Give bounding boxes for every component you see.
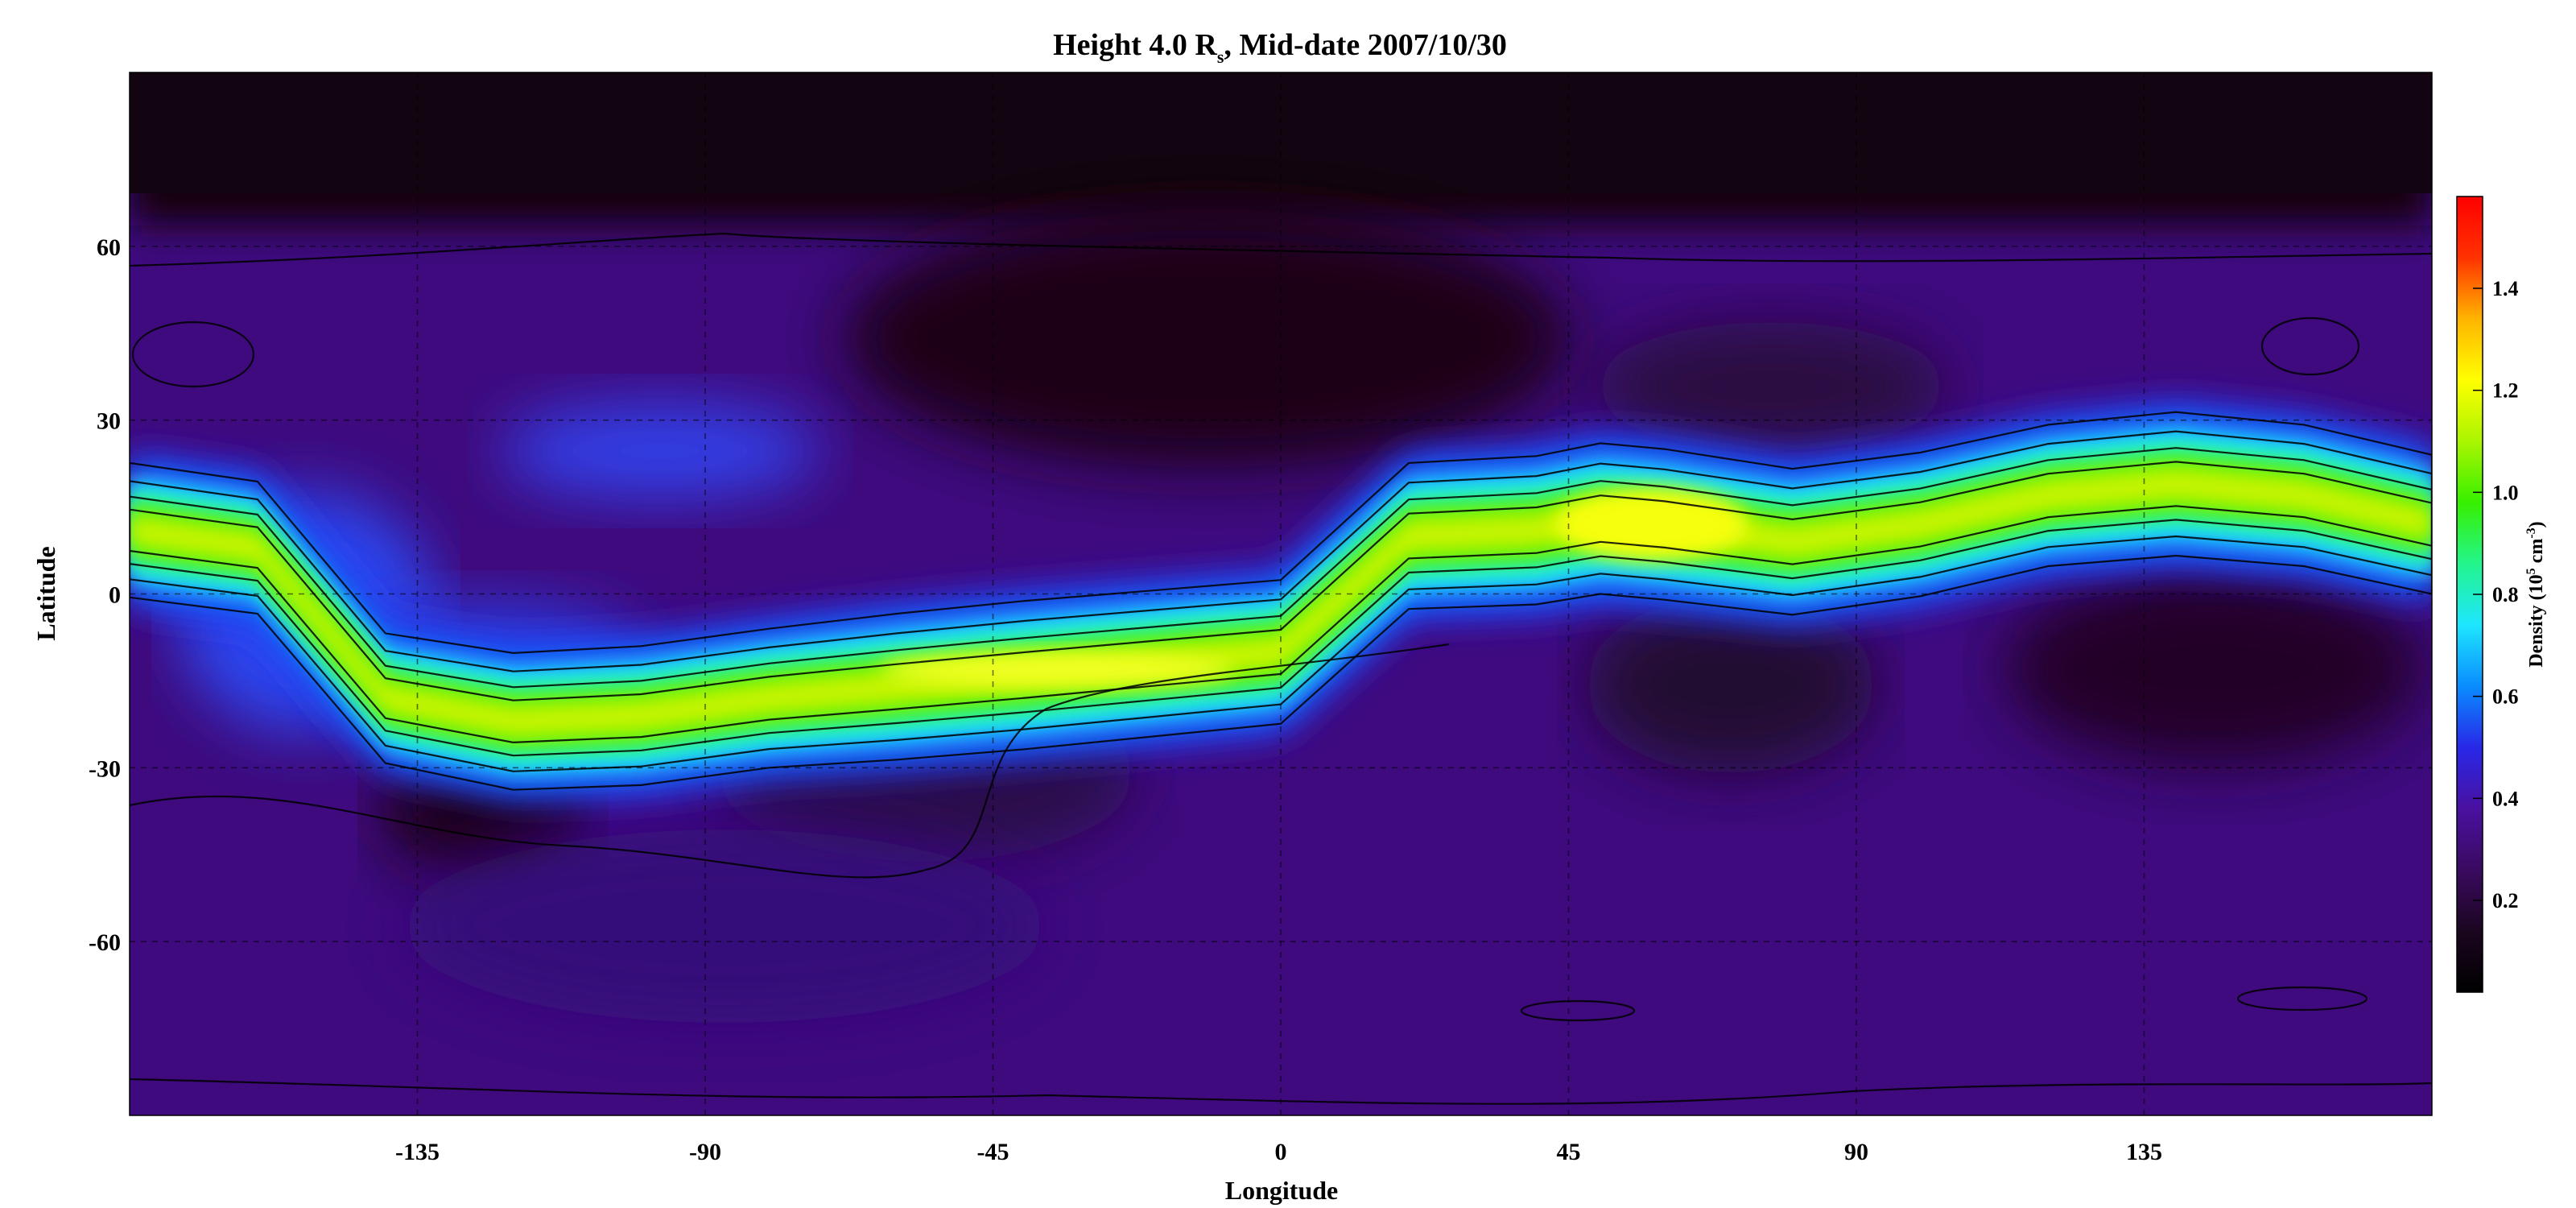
x-tick-label: -45 <box>977 1139 1009 1165</box>
y-tick-label: 0 <box>109 582 121 609</box>
colorbar-ticks: 0.2 0.4 0.6 0.8 1.0 1.2 1.4 <box>2473 277 2519 912</box>
density-contour-line <box>130 430 2432 772</box>
x-tick-label: 45 <box>1557 1139 1581 1165</box>
colorbar-tick-label: 0.6 <box>2492 685 2519 709</box>
density-contour-line <box>130 447 2432 757</box>
colorbar-tick-label: 0.2 <box>2492 889 2519 912</box>
x-axis-ticks: -135 -90 -45 0 45 90 135 <box>395 1139 2162 1165</box>
south-dark-patch-3 <box>2004 572 2423 765</box>
contour-island-4 <box>2236 986 2368 1011</box>
density-contour-line <box>130 461 2432 744</box>
contour-north-boundary <box>130 232 2432 267</box>
x-tick-label: -135 <box>395 1139 440 1165</box>
colorbar-label: Density (105 cm-3) <box>2524 521 2547 667</box>
contour-island-3 <box>1520 999 1636 1022</box>
x-tick-label: 90 <box>1844 1139 1868 1165</box>
x-tick-label: 135 <box>2126 1139 2162 1165</box>
y-tick-label: -30 <box>89 755 121 782</box>
contour-island-2 <box>2260 316 2360 376</box>
colorbar-tick-label: 1.2 <box>2492 379 2519 403</box>
y-tick-label: 60 <box>97 234 121 261</box>
north-dark-region <box>845 209 1570 467</box>
colorbar-tick-label: 1.0 <box>2492 481 2519 504</box>
contour-south-boundary <box>130 1078 2432 1105</box>
y-tick-label: 30 <box>97 408 121 435</box>
x-tick-label: -90 <box>689 1139 721 1165</box>
y-axis-label: Latitude <box>31 546 60 640</box>
colorbar-tick-label: 1.4 <box>2492 277 2519 300</box>
colorbar-tick-label: 0.4 <box>2492 787 2519 810</box>
contour-island-1 <box>131 321 255 388</box>
colorbar-tick-label: 0.8 <box>2492 583 2519 606</box>
density-contour-line <box>130 411 2432 791</box>
x-axis-label: Longitude <box>1225 1176 1338 1205</box>
graticule <box>130 72 2432 1115</box>
y-tick-label: -60 <box>89 929 121 956</box>
chart-title: Height 4.0 Rs, Mid-date 2007/10/30 <box>1053 28 1507 67</box>
south-dark-patch-2 <box>1586 596 1876 773</box>
density-contours <box>130 411 2432 791</box>
x-tick-label: 0 <box>1275 1139 1287 1165</box>
secondary-peak-region <box>879 652 1234 688</box>
plot-frame <box>129 72 2433 1116</box>
y-axis-ticks: 60 30 0 -30 -60 <box>89 234 121 956</box>
